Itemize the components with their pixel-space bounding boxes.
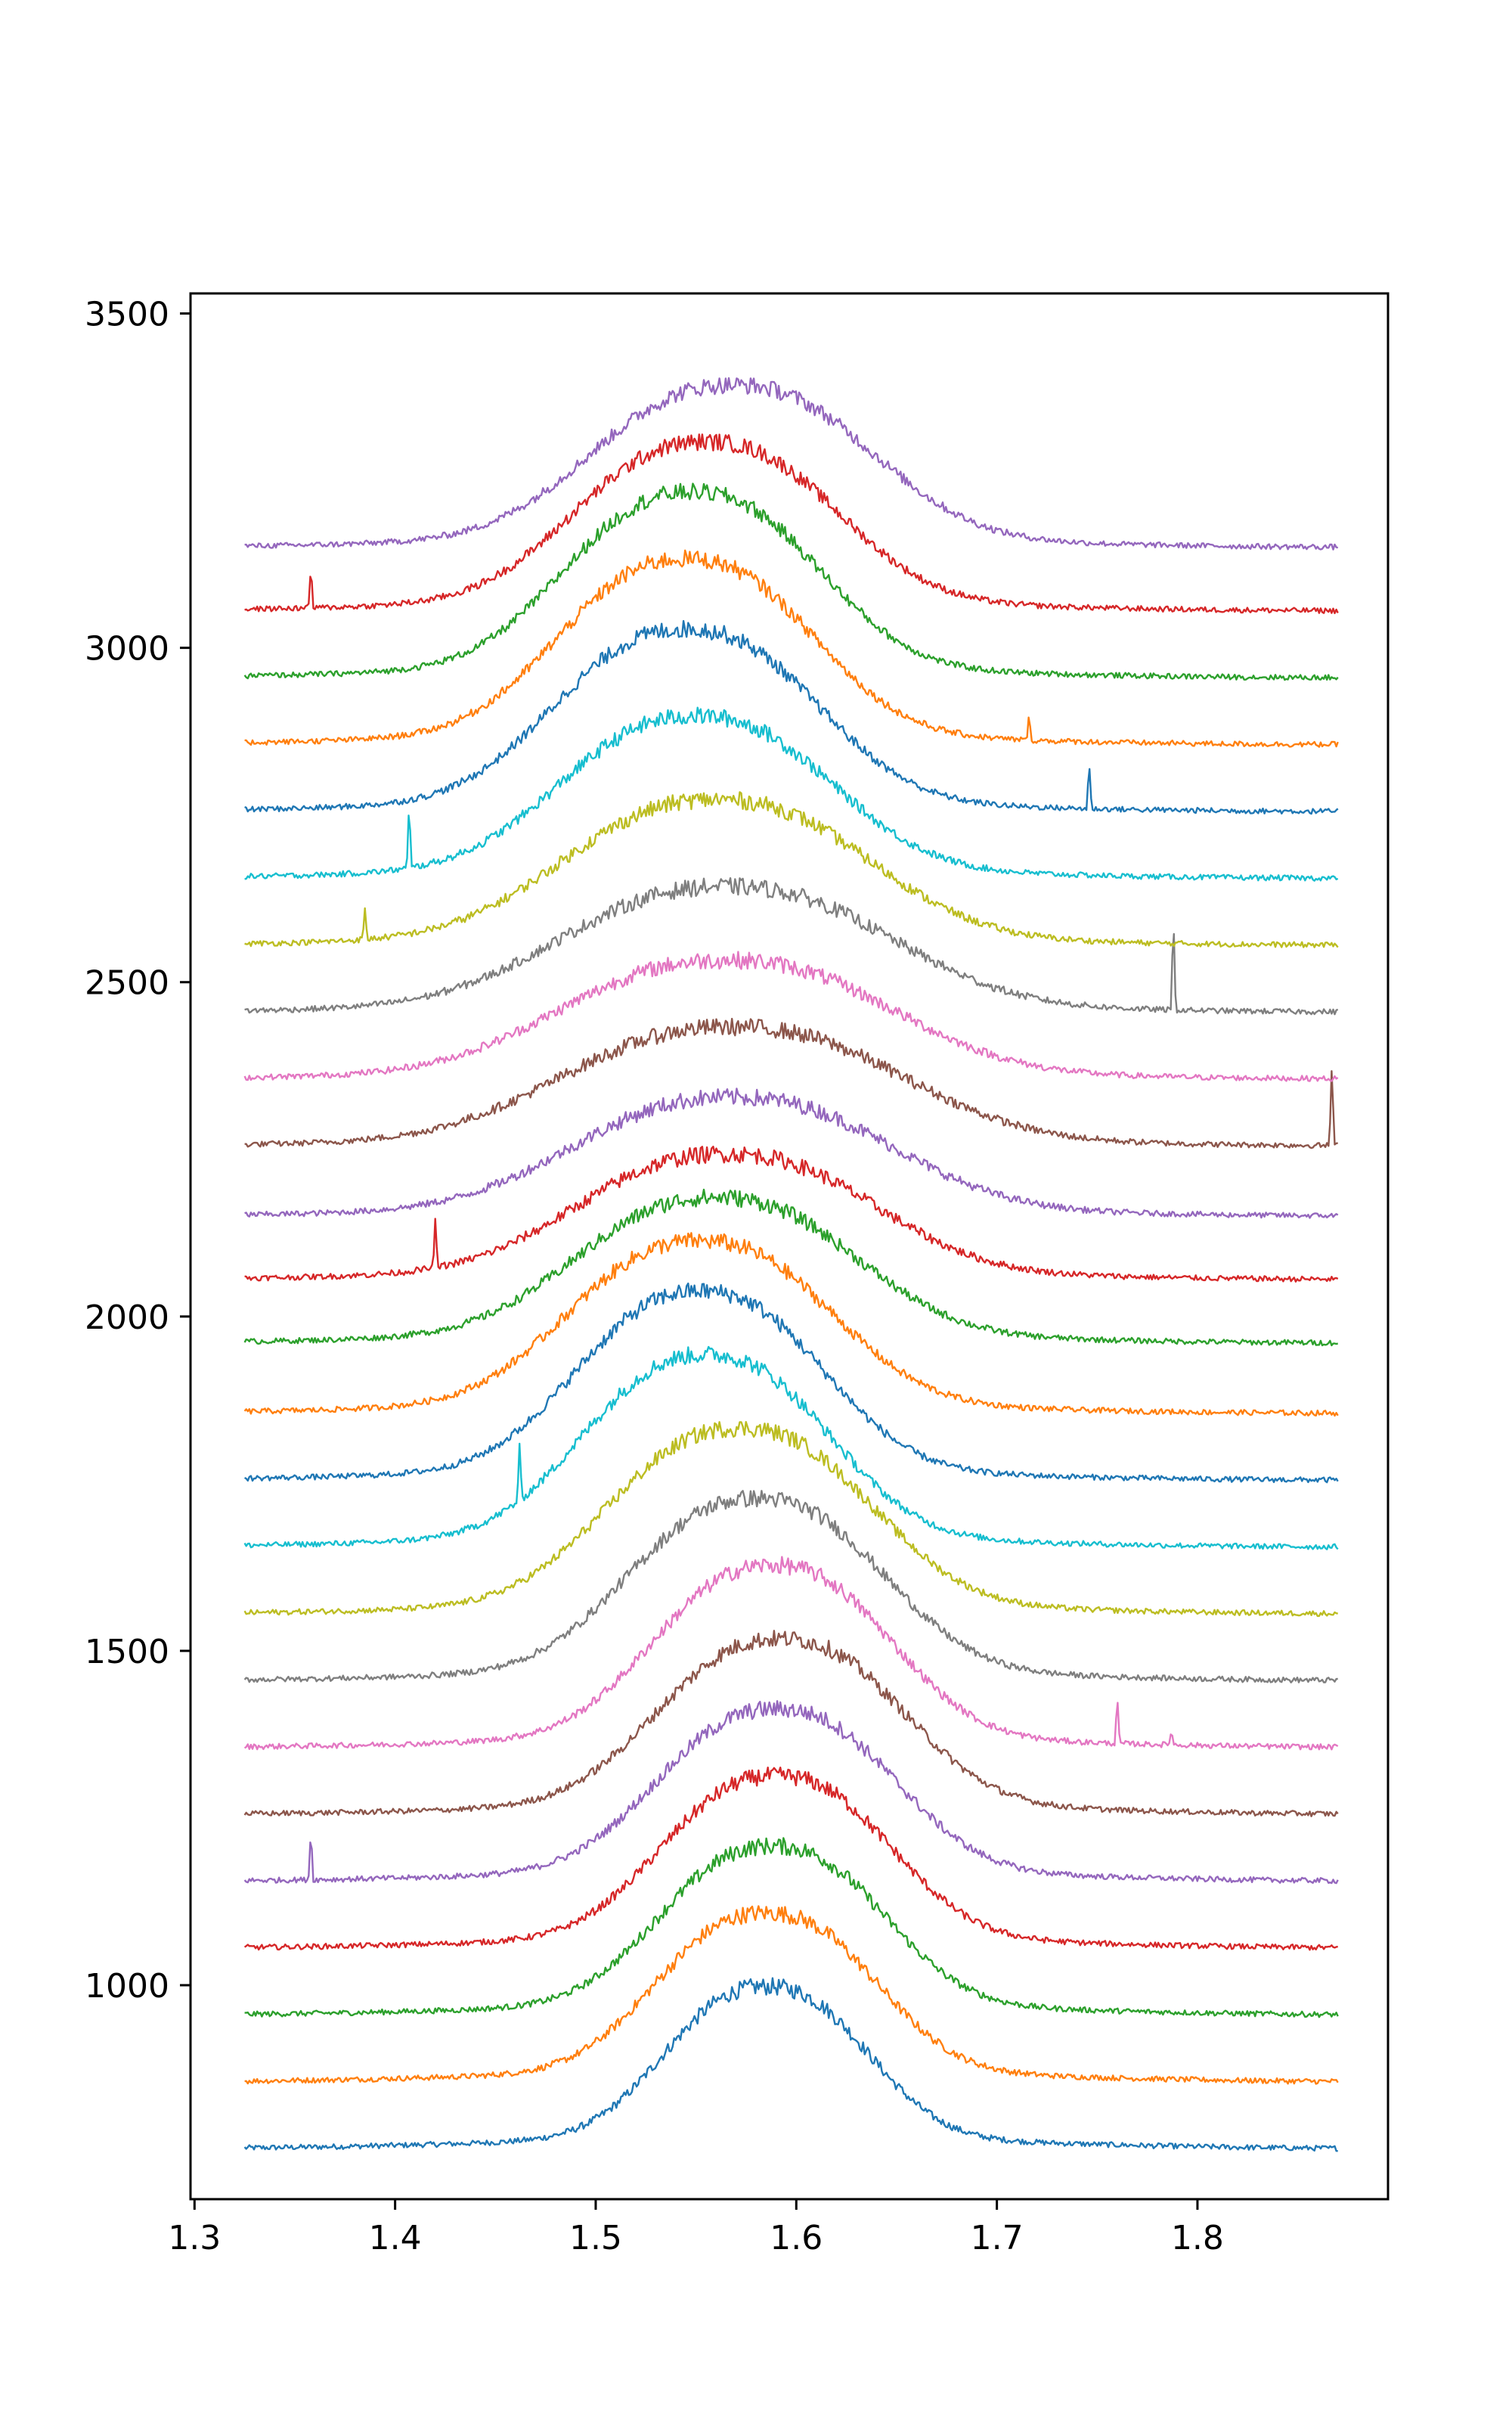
series-line-2 [244,1905,1339,2085]
series-line-19 [244,791,1339,948]
series-line-5 [243,1700,1339,1885]
series-line-3 [244,1837,1339,2018]
series-line-9 [243,1421,1338,1618]
x-axis: 1.3 1.4 1.5 1.6 1.7 1.8 [168,2199,1224,2257]
series-line-17 [243,951,1339,1082]
y-tick-label: 2500 [85,964,169,1003]
plot-frame [189,292,1390,2201]
y-tick-label: 3500 [85,296,169,334]
x-tick-label: 1.6 [770,2219,823,2257]
y-tick-label: 1500 [85,1633,169,1671]
series-layer [243,377,1339,2152]
series-line-21 [244,619,1339,815]
series-line-14 [244,1146,1339,1283]
series-line-10 [243,1345,1339,1550]
x-tick-label: 1.4 [369,2219,422,2257]
series-line-7 [243,1556,1339,1751]
series-line-22 [244,549,1339,748]
x-tick-label: 1.8 [1171,2219,1224,2257]
series-line-1 [243,1977,1338,2152]
x-tick-label: 1.5 [569,2219,622,2257]
y-axis: 1000 1500 2000 2500 3000 3500 [85,296,191,2006]
series-line-11 [244,1282,1339,1484]
y-tick-label: 3000 [85,630,169,669]
y-tick-label: 2000 [85,1298,169,1337]
series-line-13 [243,1188,1338,1347]
series-line-25 [244,377,1339,551]
series-line-6 [243,1630,1339,1817]
series-line-16 [244,1017,1338,1150]
x-tick-label: 1.3 [168,2219,221,2257]
series-line-8 [243,1490,1338,1683]
series-line-24 [244,433,1339,615]
series-line-15 [244,1087,1339,1219]
series-line-20 [244,706,1339,882]
series-line-18 [244,876,1339,1016]
series-line-12 [243,1232,1339,1417]
series-line-23 [243,482,1339,681]
x-tick-label: 1.7 [971,2219,1024,2257]
series-line-4 [243,1767,1338,1951]
y-tick-label: 1000 [85,1967,169,2006]
